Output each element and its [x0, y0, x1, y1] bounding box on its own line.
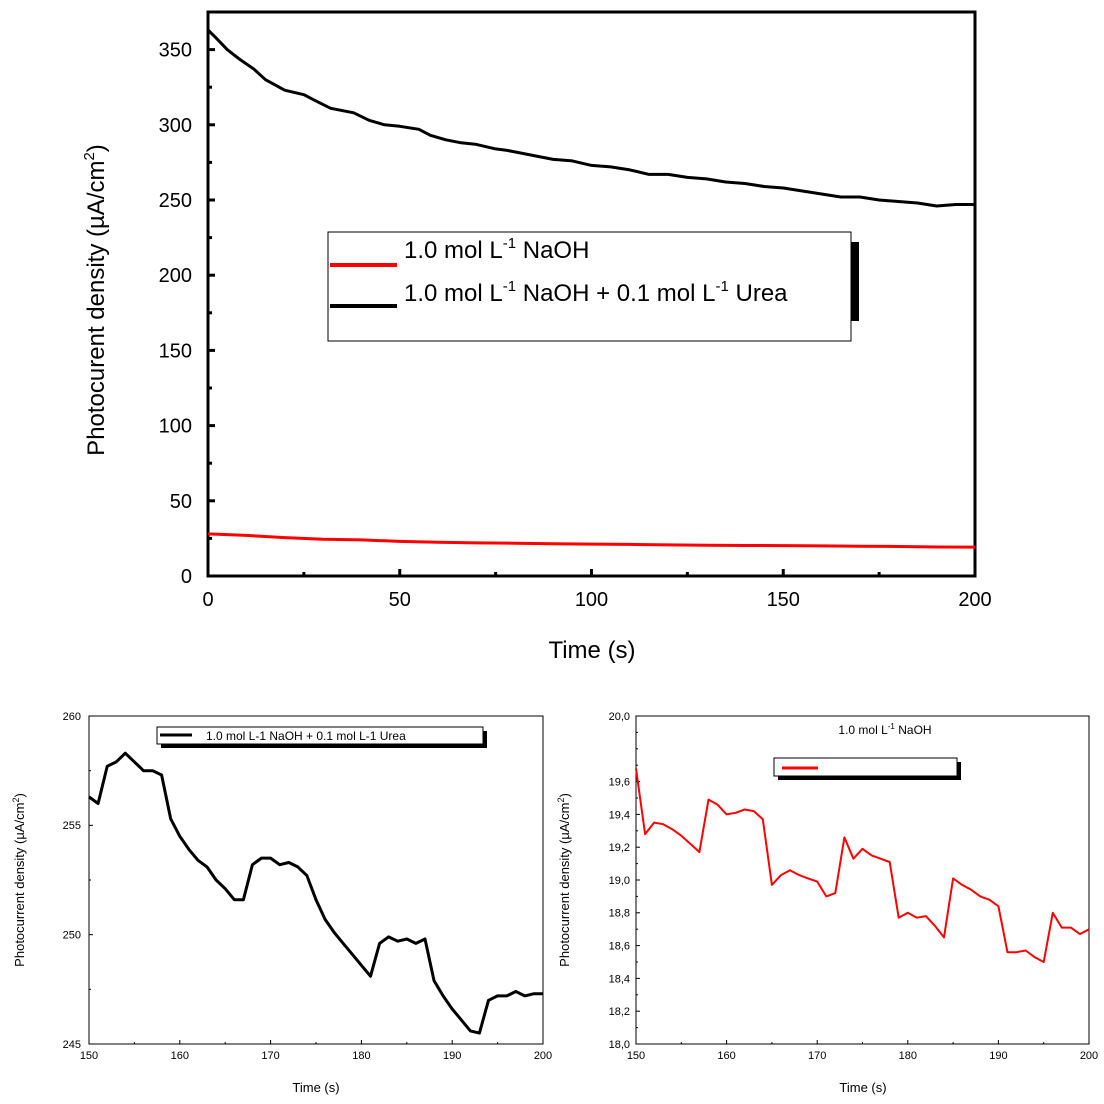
main-series-line-0 [207, 532, 976, 549]
main-y-tick-label: 250 [159, 190, 192, 212]
naoh-y-tick-label: 19,2 [609, 842, 630, 854]
main-x-tick-label: 150 [767, 589, 800, 611]
urea-x-axis-label: Time (s) [292, 1080, 339, 1095]
urea-y-tick-label: 245 [63, 1039, 81, 1051]
urea-y-axis-label: Photocurrent density (µA/cm2) [11, 793, 27, 967]
naoh-x-tick-label: 200 [1080, 1050, 1098, 1062]
naoh-y-tick-label: 18,6 [609, 940, 630, 952]
naoh-series-line-0 [635, 768, 1090, 963]
main-x-tick-label: 0 [202, 589, 213, 611]
naoh-chart-title: 1.0 mol L-1 NaOH [838, 722, 931, 737]
main-x-axis-label: Time (s) [548, 637, 635, 664]
naoh-legend [773, 757, 961, 780]
naoh-x-tick-label: 160 [717, 1050, 735, 1062]
naoh-series [635, 768, 1090, 963]
naoh-y-tick-label: 20,0 [609, 711, 630, 723]
urea-x-tick-label: 170 [261, 1050, 279, 1062]
main-y-tick-label: 200 [159, 265, 192, 287]
urea-x-tick-label: 190 [443, 1050, 461, 1062]
naoh-x-tick-label: 170 [808, 1050, 826, 1062]
main-series-line-1 [206, 28, 975, 208]
urea-x-tick-label: 180 [352, 1050, 370, 1062]
main-y-tick-label: 350 [159, 40, 192, 62]
urea-y-tick-label: 260 [63, 711, 81, 723]
naoh-legend-shadow-right [957, 762, 961, 780]
naoh-y-tick-label: 19,6 [609, 776, 630, 788]
naoh-x-tick-label: 150 [627, 1050, 645, 1062]
naoh-x-axis-label: Time (s) [839, 1080, 886, 1095]
inset-naoh-chart: 150 160 170 180 190 200 18,0 18,2 18,4 18,6 18,8 19… [556, 711, 1098, 1095]
urea-series [88, 751, 543, 1035]
urea-legend-shadow-right [483, 731, 487, 748]
main-legend: 1.0 mol L-1 NaOH 1.0 mol L-1 NaOH + 0.1 … [327, 231, 859, 342]
main-legend-shadow [851, 242, 859, 321]
main-y-axis-label: Photocurent density (µA/cm2) [81, 144, 110, 456]
naoh-legend-shadow-bottom [778, 776, 961, 780]
main-y-tick-label: 50 [170, 491, 192, 513]
naoh-x-tick-label: 190 [989, 1050, 1007, 1062]
main-x-tick-label: 100 [575, 589, 608, 611]
urea-y-tick-label: 250 [63, 930, 81, 942]
main-ticks: 0 50 100 150 200 0 50 100 150 200 250 300 350 [159, 40, 992, 611]
urea-series-line-0 [88, 751, 543, 1035]
main-chart: 0 50 100 150 200 0 50 100 150 200 250 300 350 Time (… [81, 10, 992, 664]
main-x-tick-label: 200 [958, 589, 991, 611]
naoh-ticks: 150 160 170 180 190 200 18,0 18,2 18,4 18,6 18,8 19… [609, 711, 1099, 1062]
legend-label-urea: 1.0 mol L-1 NaOH + 0.1 mol L-1 Urea [404, 278, 788, 307]
naoh-y-tick-label: 19,0 [609, 875, 630, 887]
naoh-x-tick-label: 180 [899, 1050, 917, 1062]
main-y-tick-label: 150 [159, 340, 192, 362]
legend-label-naoh: 1.0 mol L-1 NaOH [404, 235, 589, 264]
main-y-tick-label: 300 [159, 115, 192, 137]
main-y-tick-label: 0 [181, 566, 192, 588]
main-y-tick-label: 100 [159, 416, 192, 438]
urea-plot-frame [88, 715, 544, 1045]
urea-y-tick-label: 255 [63, 820, 81, 832]
main-legend-box [327, 231, 852, 342]
main-x-tick-label: 50 [389, 589, 411, 611]
urea-x-tick-label: 200 [534, 1050, 552, 1062]
naoh-y-tick-label: 18,0 [609, 1039, 630, 1051]
urea-legend: 1.0 mol L-1 NaOH + 0.1 mol L-1 Urea [156, 726, 487, 748]
urea-legend-label: 1.0 mol L-1 NaOH + 0.1 mol L-1 Urea [206, 729, 406, 743]
naoh-y-tick-label: 19,4 [609, 809, 630, 821]
naoh-y-axis-label: Photocurrent density (µA/cm2) [556, 793, 572, 967]
urea-x-tick-label: 150 [80, 1050, 98, 1062]
urea-ticks: 150 160 170 180 190 200 245 250 255 260 [63, 711, 553, 1062]
main-series [206, 28, 976, 549]
urea-legend-shadow-bottom [161, 744, 487, 748]
naoh-y-tick-label: 18,4 [609, 973, 630, 985]
naoh-y-tick-label: 18,2 [609, 1006, 630, 1018]
naoh-y-tick-label: 18,8 [609, 908, 630, 920]
urea-x-tick-label: 160 [171, 1050, 189, 1062]
